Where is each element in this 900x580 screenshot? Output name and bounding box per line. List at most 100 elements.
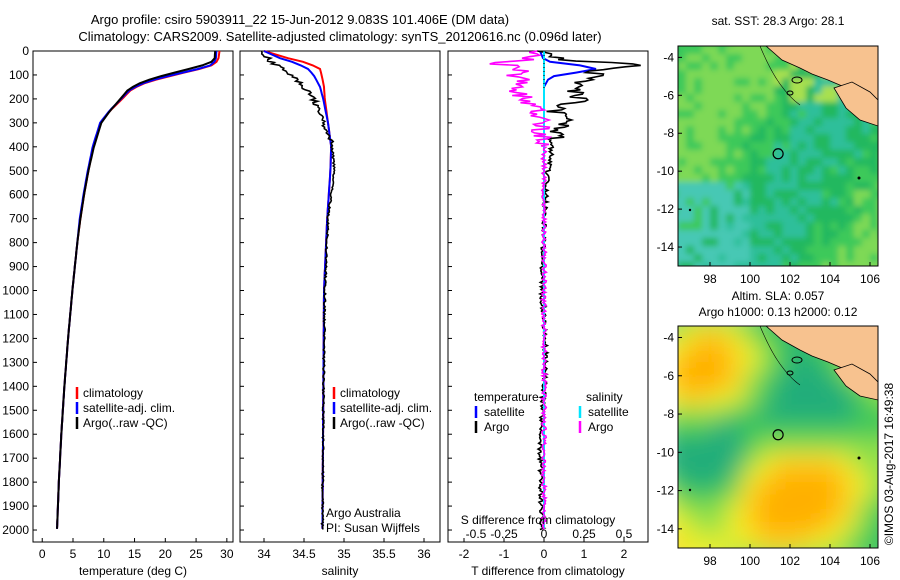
map-cell	[702, 214, 711, 223]
map-cell	[854, 518, 871, 535]
legend-heading: temperature	[474, 390, 539, 404]
map-cell	[822, 198, 831, 207]
map-cell	[758, 214, 767, 223]
series-climatology	[263, 50, 333, 529]
map-cell	[766, 174, 775, 183]
x-axis-label: salinity	[322, 564, 359, 578]
map-cell	[830, 230, 839, 239]
map-cell	[678, 406, 695, 423]
map-cell	[822, 374, 839, 391]
map-cell	[782, 198, 791, 207]
map-cell	[830, 182, 839, 191]
map-cell	[686, 270, 695, 279]
map-cell	[870, 422, 878, 439]
map-cell	[758, 70, 767, 79]
y-tick-label: 0	[22, 44, 29, 58]
map-cell	[758, 118, 767, 127]
y-tick-label: 200	[9, 92, 29, 106]
map-cell	[790, 390, 807, 407]
map-cell	[686, 254, 695, 263]
map-cell	[774, 438, 791, 455]
map-cell	[742, 262, 751, 266]
map-cell	[758, 150, 767, 159]
map-cell	[798, 214, 807, 223]
map-cell	[774, 470, 791, 487]
map-cell	[742, 422, 759, 439]
map-cell	[870, 206, 878, 215]
map-cell	[806, 150, 815, 159]
y-tick-label: 800	[9, 236, 29, 250]
map-cell	[822, 390, 839, 407]
map-cell	[806, 406, 823, 423]
map-cell	[702, 62, 711, 71]
map-cell	[702, 190, 711, 199]
map-cell	[710, 102, 719, 111]
map-cell	[870, 406, 878, 423]
map-cell	[734, 62, 743, 71]
y-tick-label: 1400	[2, 379, 29, 393]
map-cell	[686, 238, 695, 247]
map-cell	[830, 118, 839, 127]
map-cell	[750, 190, 759, 199]
map-cell	[766, 126, 775, 135]
map-cell	[854, 190, 863, 199]
map-cell	[758, 110, 767, 119]
map-cell	[870, 150, 878, 159]
map-cell	[742, 150, 751, 159]
x-tick-label: 5	[70, 547, 77, 561]
map-cell	[798, 150, 807, 159]
series-climatology	[56, 50, 221, 529]
map-cell	[742, 358, 759, 375]
map-cell	[846, 230, 855, 239]
map-cell	[734, 46, 743, 55]
map-cell	[718, 62, 727, 71]
map-cell	[718, 126, 727, 135]
sla-map-frame	[677, 325, 879, 549]
map-cell	[758, 374, 775, 391]
x-tick-label: 35	[337, 547, 351, 561]
map-cell	[750, 46, 759, 55]
map-cell	[694, 94, 703, 103]
map-cell	[814, 214, 823, 223]
map-cell	[686, 118, 695, 127]
map-cell	[774, 102, 783, 111]
map-cell	[742, 158, 751, 167]
map-cell	[878, 166, 887, 175]
salinity-panel: 34 34.5 35 35.5 36 salinity climatologysatelli…	[239, 50, 441, 578]
map-cell	[750, 94, 759, 103]
map-cell	[694, 406, 711, 423]
map-cell	[686, 230, 695, 239]
map-cell	[678, 342, 679, 359]
map-cell	[822, 246, 831, 255]
map-cell	[726, 230, 735, 239]
map-cell	[702, 134, 711, 143]
map-cell	[870, 238, 878, 247]
map-cell	[814, 102, 823, 111]
map-cell	[678, 214, 687, 223]
map-cell	[710, 374, 727, 391]
map-cell	[838, 550, 855, 567]
map-cell	[710, 214, 719, 223]
map-cell	[790, 246, 799, 255]
map-cell	[878, 206, 887, 215]
island-dot	[688, 208, 692, 212]
map-cell	[806, 206, 815, 215]
map-cell	[830, 110, 839, 119]
map-cell	[814, 78, 823, 87]
x-tick-label: 102	[780, 554, 800, 568]
map-cell	[798, 158, 807, 167]
map-cell	[710, 94, 719, 103]
map-cell	[742, 454, 759, 471]
map-cell	[694, 70, 703, 79]
map-cell	[710, 262, 719, 266]
map-cell	[686, 142, 695, 151]
map-cell	[846, 134, 855, 143]
map-cell	[750, 62, 759, 71]
map-cell	[854, 438, 871, 455]
map-cell	[742, 254, 751, 263]
map-cell	[742, 94, 751, 103]
island-contour	[791, 356, 803, 364]
map-cell	[878, 214, 887, 223]
map-cell	[838, 110, 847, 119]
map-cell	[678, 390, 679, 407]
